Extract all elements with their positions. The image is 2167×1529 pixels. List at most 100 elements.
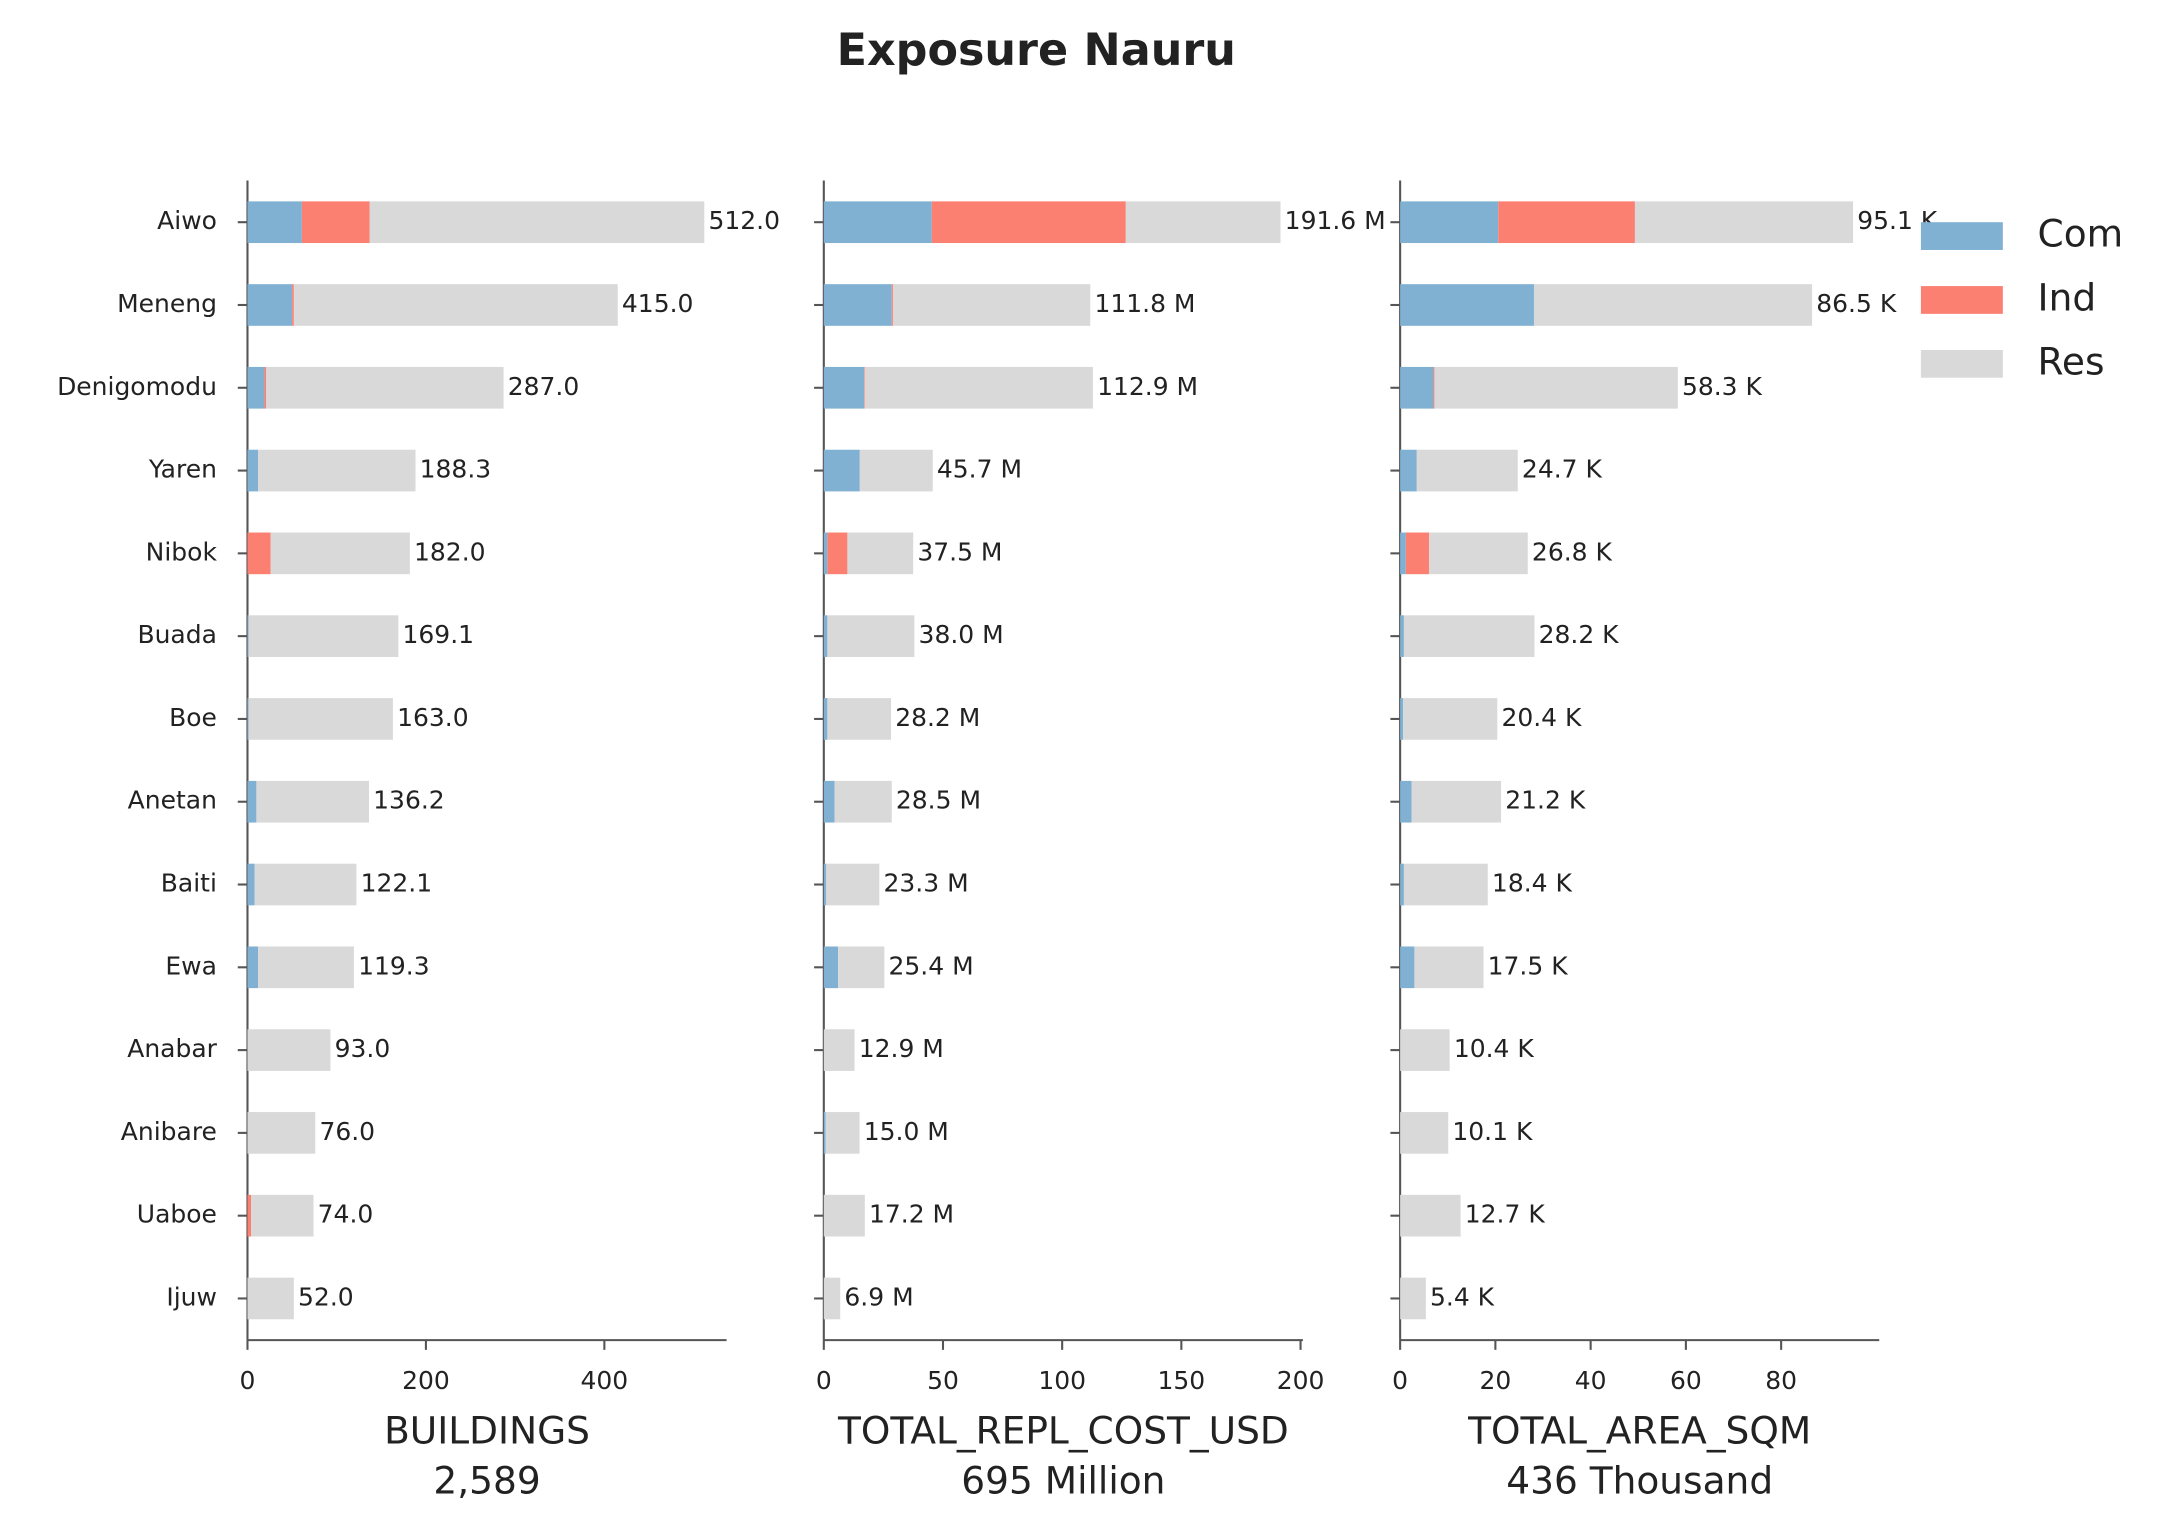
bar-segment xyxy=(247,1029,331,1071)
bar-segment xyxy=(248,615,399,657)
x-tick-label: 40 xyxy=(1575,1366,1607,1395)
value-label: 25.4 M xyxy=(889,951,974,980)
x-tick-label: 0 xyxy=(816,1366,832,1395)
bar-segment xyxy=(270,532,410,575)
bar-segment xyxy=(247,532,271,575)
y-tick-label: Nibok xyxy=(146,537,218,566)
x-axis-label: 2,589 xyxy=(433,1459,540,1503)
y-tick-label: Meneng xyxy=(117,289,217,318)
legend-label: Res xyxy=(2038,339,2105,383)
bar-segment xyxy=(1400,1112,1449,1154)
bar-segment xyxy=(254,863,357,906)
value-label: 12.9 M xyxy=(859,1034,944,1063)
value-label: 86.5 K xyxy=(1816,289,1897,318)
bar-segment xyxy=(1125,201,1281,244)
bar-segment xyxy=(1400,946,1415,989)
y-tick-label: Yaren xyxy=(148,455,217,484)
y-tick-label: Denigomodu xyxy=(57,372,217,401)
bar-segment xyxy=(247,615,249,657)
bar-segment xyxy=(1414,946,1484,989)
bar-segment xyxy=(301,201,370,244)
bar-segment xyxy=(823,201,932,244)
bar-segment xyxy=(247,946,259,989)
legend-swatch xyxy=(1920,286,2003,314)
y-tick-label: Ewa xyxy=(165,951,217,980)
y-tick-label: Baiti xyxy=(161,869,217,898)
bar-segment xyxy=(827,532,848,575)
bar-segment xyxy=(859,449,933,492)
legend-label: Com xyxy=(2038,212,2124,256)
value-label: 111.8 M xyxy=(1094,289,1195,318)
x-tick-label: 20 xyxy=(1479,1366,1511,1395)
bar-segment xyxy=(823,284,892,326)
bar-segment xyxy=(1433,366,1435,409)
bar-segment xyxy=(892,284,1091,326)
value-label: 93.0 xyxy=(335,1034,391,1063)
value-label: 188.3 xyxy=(420,455,492,484)
bar-segment xyxy=(823,615,828,657)
bar-segment xyxy=(1400,449,1417,492)
value-label: 15.0 M xyxy=(864,1117,949,1146)
bar-segment xyxy=(891,284,893,326)
y-tick-label: Uaboe xyxy=(137,1200,217,1229)
x-tick-label: 400 xyxy=(581,1366,629,1395)
chart-title: Exposure Nauru xyxy=(837,25,1236,76)
bar-segment xyxy=(1400,1277,1426,1320)
x-tick-label: 200 xyxy=(402,1366,450,1395)
bar-segment xyxy=(247,201,302,244)
bar-segment xyxy=(834,780,892,823)
bar-segment xyxy=(823,449,860,492)
bar-segment xyxy=(823,698,828,740)
value-label: 20.4 K xyxy=(1501,703,1582,732)
value-label: 191.6 M xyxy=(1285,206,1386,235)
bar-segment xyxy=(1416,449,1518,492)
value-label: 52.0 xyxy=(298,1282,354,1311)
bar-segment xyxy=(1400,780,1412,823)
bar-segment xyxy=(264,366,267,409)
bar-segment xyxy=(827,615,915,657)
x-tick-label: 200 xyxy=(1277,1366,1325,1395)
x-tick-label: 0 xyxy=(1392,1366,1408,1395)
value-label: 28.2 K xyxy=(1539,620,1620,649)
value-label: 28.2 M xyxy=(895,703,980,732)
value-label: 10.1 K xyxy=(1452,1117,1533,1146)
legend-label: Ind xyxy=(2038,275,2097,319)
bar-segment xyxy=(369,201,705,244)
bar-segment xyxy=(247,780,257,823)
value-label: 182.0 xyxy=(414,537,486,566)
bar-segment xyxy=(1411,780,1502,823)
bar-segment xyxy=(1498,201,1635,244)
x-axis-label: BUILDINGS xyxy=(384,1409,590,1453)
y-tick-label: Anetan xyxy=(128,786,217,815)
value-label: 10.4 K xyxy=(1454,1034,1535,1063)
y-tick-label: Aiwo xyxy=(157,206,217,235)
x-tick-label: 150 xyxy=(1158,1366,1206,1395)
bar-segment xyxy=(248,698,393,740)
value-label: 122.1 xyxy=(361,869,433,898)
value-label: 21.2 K xyxy=(1505,786,1586,815)
value-label: 136.2 xyxy=(373,786,445,815)
x-axis-label: 695 Million xyxy=(961,1459,1165,1503)
value-label: 76.0 xyxy=(319,1117,375,1146)
value-label: 18.4 K xyxy=(1492,869,1573,898)
value-label: 38.0 M xyxy=(919,620,1004,649)
bar-segment xyxy=(1400,698,1403,740)
bar-segment xyxy=(247,284,293,326)
y-tick-label: Buada xyxy=(137,620,216,649)
bar-segment xyxy=(1400,1029,1450,1071)
bar-segment xyxy=(1400,284,1534,326)
bar-segment xyxy=(1402,698,1498,740)
bar-segment xyxy=(293,284,618,326)
y-tick-label: Anabar xyxy=(127,1034,217,1063)
bar-segment xyxy=(864,366,865,409)
value-label: 169.1 xyxy=(403,620,475,649)
bar-segment xyxy=(838,946,885,989)
bar-segment xyxy=(292,284,294,326)
bar-segment xyxy=(823,1029,855,1071)
value-label: 512.0 xyxy=(708,206,780,235)
x-tick-label: 0 xyxy=(240,1366,256,1395)
bar-segment xyxy=(823,946,839,989)
bar-segment xyxy=(847,532,914,575)
value-label: 58.3 K xyxy=(1682,372,1763,401)
